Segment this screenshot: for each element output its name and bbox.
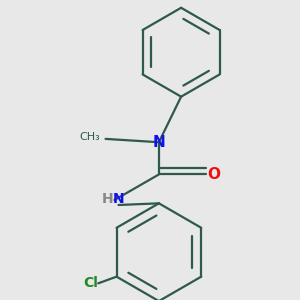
Text: O: O: [207, 167, 220, 182]
Text: CH₃: CH₃: [80, 132, 101, 142]
Text: Cl: Cl: [83, 276, 98, 290]
Text: N: N: [112, 192, 124, 206]
Text: H: H: [101, 192, 113, 206]
Text: N: N: [152, 135, 165, 150]
